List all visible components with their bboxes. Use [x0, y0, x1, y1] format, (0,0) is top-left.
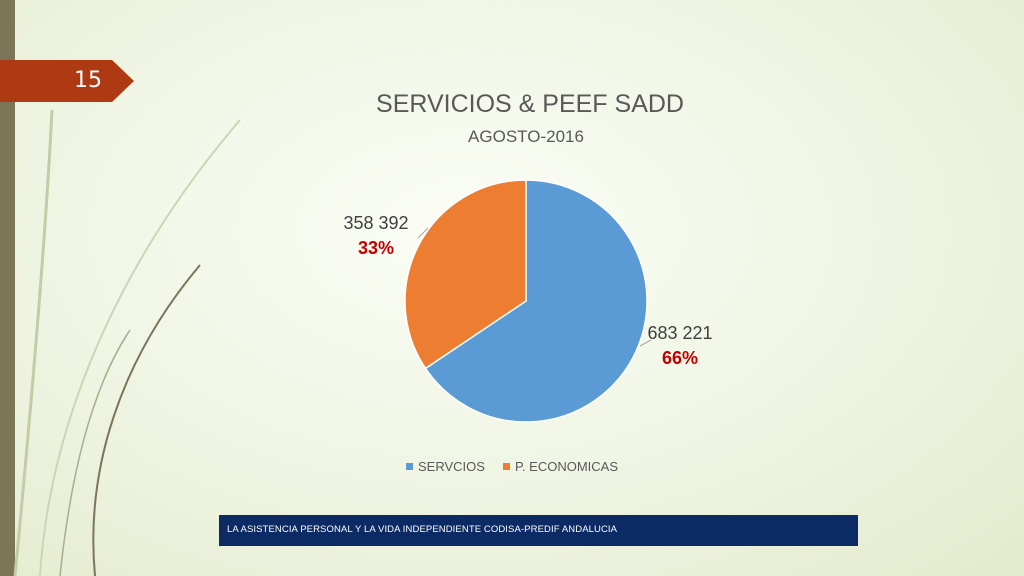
- legend-swatch: [405, 463, 413, 470]
- data-label-value: 683 221: [647, 323, 713, 343]
- legend-label: SERVCIOS: [417, 459, 485, 474]
- legend-item-p-economicas: P. ECONOMICAS: [502, 459, 618, 474]
- pie-slice-servcios: [424, 179, 648, 423]
- legend-swatch: [502, 463, 510, 470]
- leader-line: [417, 227, 429, 239]
- leader-line: [639, 339, 652, 347]
- chart-title: SERVICIOS & PEEF SADD: [376, 90, 684, 118]
- legend-item-servicios: SERVCIOS: [405, 459, 485, 474]
- legend-label: P. ECONOMICAS: [514, 459, 618, 474]
- slide-number: 15: [74, 68, 102, 93]
- data-label-value: 358 392: [343, 213, 409, 233]
- data-label-percent: 33%: [357, 238, 395, 258]
- slide-number-badge: 15: [0, 60, 134, 102]
- footer-bar: LA ASISTENCIA PERSONAL Y LA VIDA INDEPEN…: [219, 515, 858, 546]
- left-accent-bar: [0, 0, 15, 576]
- chart-legend: SERVCIOS P. ECONOMICAS: [0, 459, 1024, 474]
- footer-text: LA ASISTENCIA PERSONAL Y LA VIDA INDEPEN…: [227, 524, 618, 535]
- data-label-p-economicas: 358 392 33%: [316, 213, 436, 259]
- pie-slice-p-economicas: [404, 179, 527, 370]
- decorative-curves: [13, 109, 241, 576]
- data-label-servicios: 683 221 66%: [620, 323, 740, 369]
- chart-subtitle: AGOSTO-2016: [468, 127, 584, 146]
- data-label-percent: 66%: [661, 348, 699, 368]
